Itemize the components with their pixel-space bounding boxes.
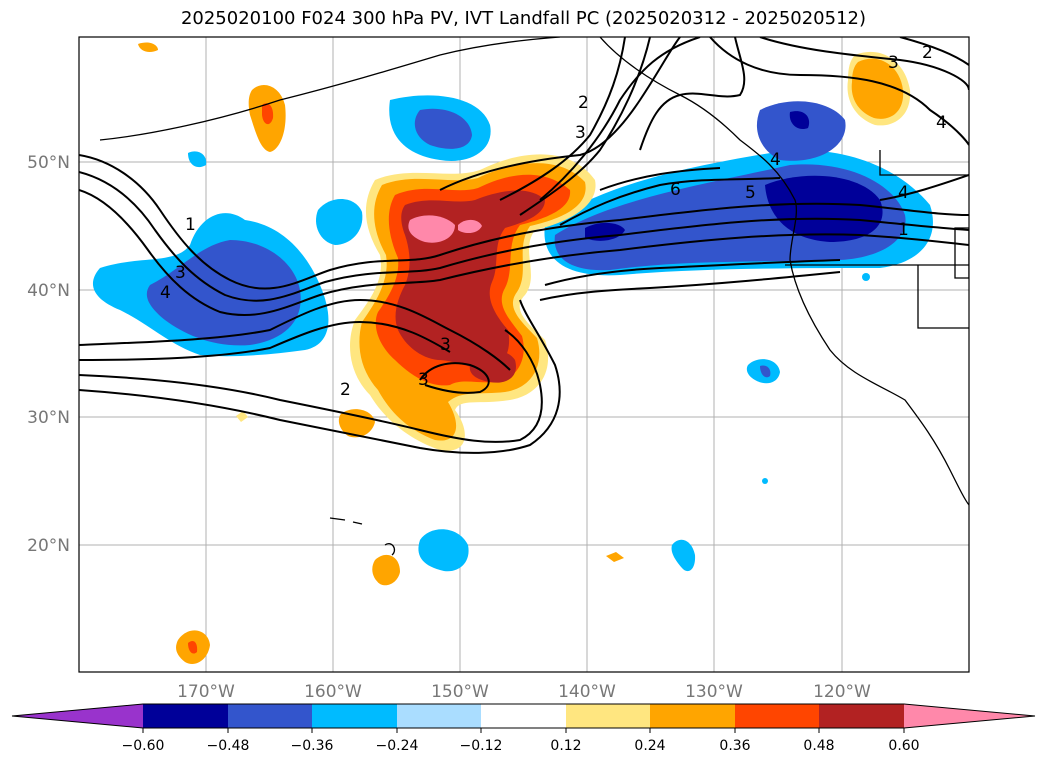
coastlines <box>99 37 969 556</box>
colorbar-ticks <box>142 728 905 733</box>
colorbar-bin <box>312 704 397 728</box>
contour-label: 3 <box>440 335 451 355</box>
colorbar-tick-label: −0.60 <box>122 738 165 754</box>
contour-label: 2 <box>922 43 933 63</box>
colorbar-tick-label: 0.12 <box>550 738 581 754</box>
lat-label: 40°N <box>27 281 70 301</box>
colorbar-bin <box>566 704 650 728</box>
contour-label: 4 <box>898 183 909 203</box>
longitude-labels: 170°W 160°W 150°W 140°W 130°W 120°W <box>177 682 871 702</box>
ivt-contours <box>79 37 969 454</box>
colorbar-bin <box>228 704 312 728</box>
lat-label: 50°N <box>27 153 70 173</box>
positive-pv-regions <box>138 42 911 665</box>
colorbar-tick-label: −0.24 <box>376 738 419 754</box>
colorbar-tick-label: 0.48 <box>803 738 834 754</box>
latitude-labels: 50°N 40°N 30°N 20°N <box>27 153 70 556</box>
colorbar-tick-label: −0.36 <box>291 738 334 754</box>
contour-label: 4 <box>936 113 947 133</box>
lon-label: 170°W <box>177 682 235 702</box>
colorbar-bin <box>143 704 228 728</box>
colorbar-bin <box>481 704 566 728</box>
contour-label: 3 <box>575 123 586 143</box>
lon-label: 160°W <box>304 682 362 702</box>
colorbar-extend-high <box>904 704 1035 728</box>
colorbar-extend-low <box>12 704 143 728</box>
lon-label: 150°W <box>431 682 489 702</box>
colorbar-bin <box>650 704 735 728</box>
contour-label: 3 <box>418 370 429 390</box>
contour-label: 4 <box>160 283 171 303</box>
colorbar-tick-label: 0.60 <box>888 738 919 754</box>
colorbar-tick-label: 0.24 <box>634 738 665 754</box>
colorbar-bin <box>397 704 481 728</box>
colorbar: −0.60 −0.48 −0.36 −0.24 −0.12 0.12 0.24 … <box>11 703 1036 754</box>
colorbar-bin <box>735 704 819 728</box>
contour-label: 2 <box>578 93 589 113</box>
colorbar-tick-label: −0.12 <box>460 738 503 754</box>
map-frame <box>78 36 970 673</box>
contour-label: 1 <box>185 215 196 235</box>
colorbar-tick-label: −0.48 <box>207 738 250 754</box>
colorbar-bin <box>819 704 904 728</box>
contour-label: 6 <box>670 180 681 200</box>
lon-label: 130°W <box>685 682 743 702</box>
contour-labels: 2 3 3 1 3 4 6 5 4 1 3 4 2 3 4 2 <box>160 43 947 400</box>
contour-label: 3 <box>888 53 899 73</box>
contour-label: 1 <box>898 220 909 240</box>
map-title: 2025020100 F024 300 hPa PV, IVT Landfall… <box>180 8 867 29</box>
colorbar-tick-label: 0.36 <box>719 738 750 754</box>
contour-label: 4 <box>770 150 781 170</box>
contour-label: 3 <box>175 263 186 283</box>
lon-label: 120°W <box>813 682 871 702</box>
contour-label: 5 <box>745 183 756 203</box>
lat-label: 20°N <box>27 536 70 556</box>
map-content: 2 3 3 1 3 4 6 5 4 1 3 4 2 3 4 2 <box>79 37 969 672</box>
contour-label: 2 <box>340 380 351 400</box>
lat-label: 30°N <box>27 408 70 428</box>
colorbar-tick-labels: −0.60 −0.48 −0.36 −0.24 −0.12 0.12 0.24 … <box>122 738 920 754</box>
lon-label: 140°W <box>558 682 616 702</box>
